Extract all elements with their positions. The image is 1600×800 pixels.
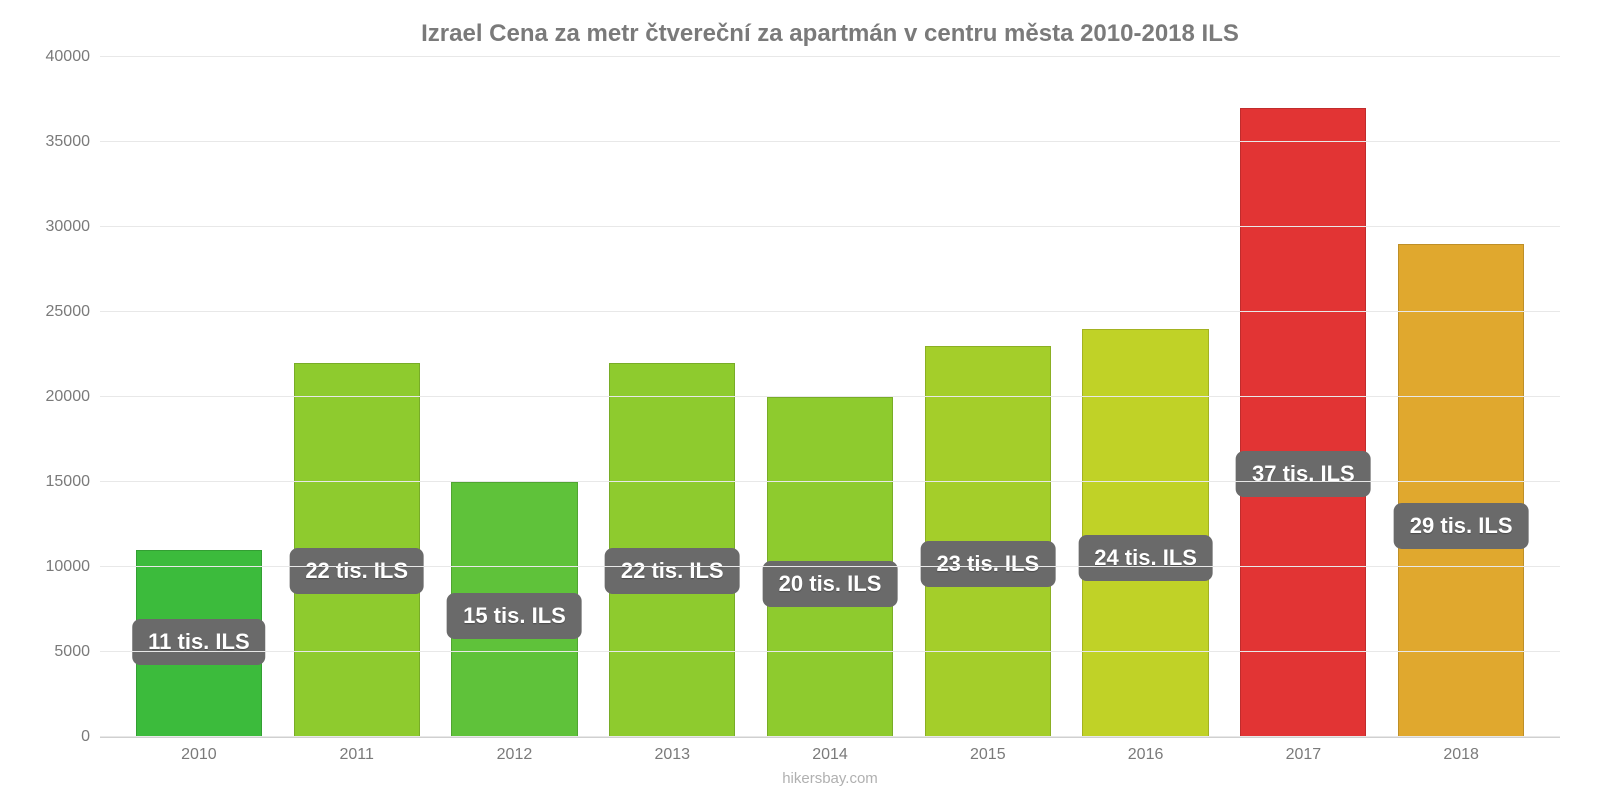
bar: 24 tis. ILS bbox=[1082, 329, 1208, 737]
bar-slot: 23 tis. ILS bbox=[909, 58, 1067, 737]
y-axis-tick-label: 35000 bbox=[30, 133, 90, 151]
value-badge: 22 tis. ILS bbox=[289, 548, 424, 594]
bar: 22 tis. ILS bbox=[609, 363, 735, 737]
bar-slot: 24 tis. ILS bbox=[1067, 58, 1225, 737]
bar-slot: 22 tis. ILS bbox=[593, 58, 751, 737]
x-axis-tick-label: 2012 bbox=[436, 746, 594, 764]
y-axis-tick-label: 0 bbox=[30, 728, 90, 746]
x-axis-tick-label: 2018 bbox=[1382, 746, 1540, 764]
x-axis-tick-label: 2011 bbox=[278, 746, 436, 764]
bar-slot: 22 tis. ILS bbox=[278, 58, 436, 737]
bar-slot: 15 tis. ILS bbox=[436, 58, 594, 737]
bar: 23 tis. ILS bbox=[925, 346, 1051, 737]
y-axis-tick-label: 5000 bbox=[30, 643, 90, 661]
bar: 37 tis. ILS bbox=[1240, 108, 1366, 737]
x-axis-tick-label: 2010 bbox=[120, 746, 278, 764]
x-axis-tick-label: 2013 bbox=[593, 746, 751, 764]
y-axis-tick-label: 20000 bbox=[30, 388, 90, 406]
y-axis-tick-label: 30000 bbox=[30, 218, 90, 236]
chart-footer: hikersbay.com bbox=[100, 770, 1560, 787]
bar-slot: 20 tis. ILS bbox=[751, 58, 909, 737]
grid-line bbox=[100, 226, 1560, 227]
value-badge: 29 tis. ILS bbox=[1394, 503, 1529, 549]
bar: 29 tis. ILS bbox=[1398, 244, 1524, 737]
value-badge: 23 tis. ILS bbox=[920, 541, 1055, 587]
bar: 20 tis. ILS bbox=[767, 397, 893, 737]
value-badge: 20 tis. ILS bbox=[763, 561, 898, 607]
value-badge: 15 tis. ILS bbox=[447, 593, 582, 639]
plot-area: 11 tis. ILS22 tis. ILS15 tis. ILS22 tis.… bbox=[100, 58, 1560, 738]
x-axis-labels: 201020112012201320142015201620172018 bbox=[100, 746, 1560, 764]
grid-line bbox=[100, 736, 1560, 737]
bar: 15 tis. ILS bbox=[451, 482, 577, 737]
bar-slot: 11 tis. ILS bbox=[120, 58, 278, 737]
bar: 11 tis. ILS bbox=[136, 550, 262, 737]
chart-container: Izrael Cena za metr čtvereční za apartmá… bbox=[0, 0, 1600, 800]
value-badge: 11 tis. ILS bbox=[132, 619, 266, 665]
bar-slot: 37 tis. ILS bbox=[1224, 58, 1382, 737]
x-axis-tick-label: 2017 bbox=[1224, 746, 1382, 764]
bar: 22 tis. ILS bbox=[294, 363, 420, 737]
x-axis-tick-label: 2014 bbox=[751, 746, 909, 764]
grid-line bbox=[100, 651, 1560, 652]
grid-line bbox=[100, 481, 1560, 482]
grid-line bbox=[100, 141, 1560, 142]
grid-line bbox=[100, 566, 1560, 567]
y-axis-tick-label: 10000 bbox=[30, 558, 90, 576]
grid-line bbox=[100, 311, 1560, 312]
x-axis-tick-label: 2015 bbox=[909, 746, 1067, 764]
chart-title: Izrael Cena za metr čtvereční za apartmá… bbox=[100, 20, 1560, 48]
value-badge: 22 tis. ILS bbox=[605, 548, 740, 594]
y-axis-tick-label: 15000 bbox=[30, 473, 90, 491]
y-axis-tick-label: 25000 bbox=[30, 303, 90, 321]
bars-container: 11 tis. ILS22 tis. ILS15 tis. ILS22 tis.… bbox=[100, 58, 1560, 737]
value-badge: 24 tis. ILS bbox=[1078, 535, 1213, 581]
y-axis-tick-label: 40000 bbox=[30, 48, 90, 66]
x-axis-tick-label: 2016 bbox=[1067, 746, 1225, 764]
bar-slot: 29 tis. ILS bbox=[1382, 58, 1540, 737]
grid-line bbox=[100, 56, 1560, 57]
value-badge: 37 tis. ILS bbox=[1236, 451, 1371, 497]
grid-line bbox=[100, 396, 1560, 397]
